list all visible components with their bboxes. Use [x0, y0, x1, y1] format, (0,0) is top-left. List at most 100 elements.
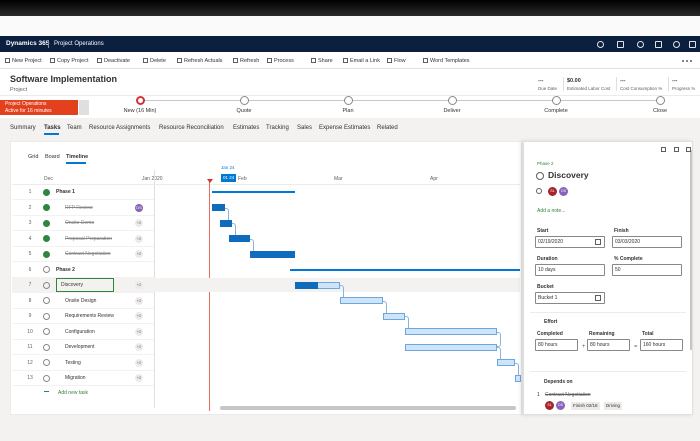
tab[interactable]: Related [377, 125, 398, 131]
task-number: 3 [28, 220, 32, 226]
command-button[interactable]: Flow [394, 58, 406, 64]
command-button[interactable]: Process [274, 58, 294, 64]
command-button[interactable]: Word Templates [430, 58, 470, 64]
task-check[interactable] [43, 235, 50, 242]
more-dot[interactable] [690, 60, 692, 62]
command-button[interactable]: New Project [12, 58, 42, 64]
task-name[interactable]: Proposal Preparation [65, 235, 112, 242]
field-input[interactable] [612, 264, 682, 276]
command-button[interactable]: Copy Project [57, 58, 89, 64]
field-value: 160 hours [643, 342, 666, 348]
task-check[interactable] [43, 312, 50, 320]
field-input[interactable] [612, 236, 682, 248]
more-dot[interactable] [686, 60, 688, 62]
task-name[interactable]: Contract Negotiation [65, 251, 111, 257]
tab[interactable]: Tracking [266, 125, 289, 131]
tab[interactable]: Resource Reconciliation [159, 125, 224, 131]
add-note[interactable]: Add a note... [537, 208, 566, 214]
stage-node[interactable] [448, 96, 457, 105]
tab[interactable]: Team [67, 125, 82, 131]
command-button[interactable]: Refresh Actuals [184, 58, 223, 64]
today-arrow [207, 179, 213, 183]
task-check[interactable] [43, 266, 50, 273]
command-icon [267, 58, 272, 63]
task-name[interactable]: Discovery [56, 278, 114, 292]
stage-node[interactable] [240, 96, 249, 105]
nav-icon[interactable] [689, 41, 696, 48]
field-value: 80 hours [538, 342, 558, 348]
row-rule [12, 307, 154, 309]
view-tab[interactable]: Timeline [66, 154, 89, 160]
nav-icon[interactable] [637, 41, 644, 48]
view-tab[interactable]: Grid [28, 154, 39, 160]
task-check[interactable] [43, 359, 50, 366]
field-input[interactable] [535, 264, 605, 276]
field-input[interactable] [535, 236, 605, 248]
task-name[interactable]: Testing [65, 359, 81, 366]
task-number: 4 [28, 235, 32, 242]
add-task[interactable]: Add new task [58, 390, 89, 396]
task-name[interactable]: Onsite Design [65, 297, 97, 304]
field-value: 03/03/2020 [615, 239, 641, 245]
field-input[interactable] [535, 292, 605, 304]
task-check[interactable] [43, 204, 50, 211]
command-icon [343, 58, 348, 63]
task-name[interactable]: RFP Review [65, 204, 93, 211]
nav-icon[interactable] [673, 41, 680, 48]
more-dot[interactable] [682, 60, 684, 62]
field-input[interactable] [640, 339, 683, 351]
command-icon [233, 58, 238, 63]
task-bar [340, 297, 383, 304]
task-name[interactable]: Configuration [65, 328, 95, 335]
command-button[interactable]: Refresh [240, 58, 260, 64]
task-name[interactable]: Migration [65, 375, 86, 381]
task-check[interactable] [43, 297, 50, 304]
nav-icon[interactable] [655, 41, 662, 48]
stage-node[interactable] [136, 96, 145, 105]
nav-icon[interactable] [617, 41, 624, 48]
command-button[interactable]: Delete [150, 58, 166, 64]
task-name[interactable]: Requirements Review [65, 313, 114, 319]
tab[interactable]: Expense Estimates [319, 125, 371, 131]
dependency-name[interactable]: Contract Negotiation [545, 392, 591, 398]
task-check[interactable] [43, 219, 50, 227]
process-chevron[interactable] [79, 100, 89, 115]
task-number: 6 [28, 266, 32, 273]
field-input[interactable] [587, 339, 630, 351]
tab[interactable]: Tasks [44, 125, 61, 131]
task-number: 8 [28, 297, 32, 304]
task-check[interactable] [43, 281, 50, 289]
command-icon [387, 58, 392, 63]
tab[interactable]: Estimates [233, 125, 260, 131]
task-check[interactable] [43, 188, 50, 196]
stage-node[interactable] [344, 96, 353, 105]
command-button[interactable]: Share [318, 58, 333, 64]
pane-action[interactable] [674, 147, 679, 152]
task-name[interactable]: Phase 1 [56, 189, 75, 195]
tab[interactable]: Resource Assignments [89, 125, 151, 131]
pane-action[interactable] [686, 147, 691, 152]
month-label: Mar [334, 176, 343, 182]
task-check[interactable] [43, 343, 50, 351]
header-field-value: --- [672, 78, 678, 84]
view-tab[interactable]: Board [45, 154, 60, 160]
nav-icon[interactable] [597, 41, 604, 48]
stage-node[interactable] [552, 96, 561, 105]
command-button[interactable]: Deactivate [104, 58, 130, 64]
task-assignee: +2 [135, 327, 143, 336]
tab[interactable]: Summary [10, 125, 36, 131]
task-name[interactable]: Phase 2 [56, 266, 75, 273]
header-field-label: Cost Consumption % [620, 86, 663, 91]
detail-check[interactable] [536, 172, 544, 180]
task-check[interactable] [43, 328, 50, 335]
command-button[interactable]: Email a Link [350, 58, 380, 64]
task-assignee: +2 [135, 219, 143, 227]
pane-action[interactable] [661, 147, 666, 152]
task-name[interactable]: Onsite Demo [65, 220, 95, 226]
task-name[interactable]: Development [65, 344, 95, 350]
task-check[interactable] [43, 374, 50, 382]
field-input[interactable] [535, 339, 578, 351]
stage-node[interactable] [656, 96, 665, 105]
task-check[interactable] [43, 250, 50, 258]
tab[interactable]: Sales [297, 125, 313, 131]
